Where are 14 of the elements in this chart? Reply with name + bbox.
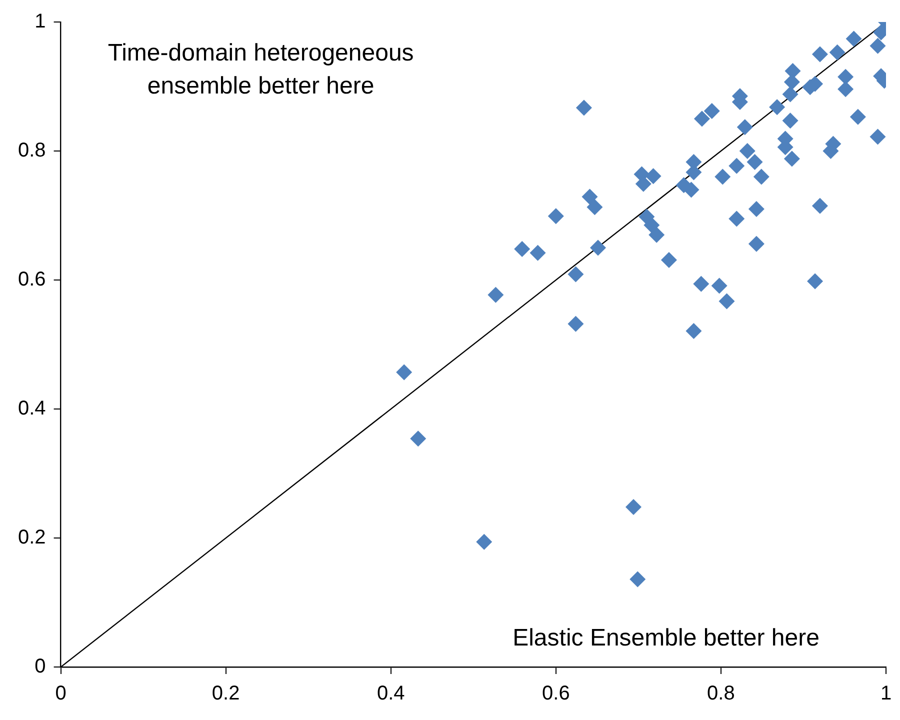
annotation: Elastic Ensemble better here: [512, 624, 820, 652]
x-tick-label: 0.2: [212, 682, 240, 705]
y-tick-label: 1: [34, 10, 46, 33]
x-tick-label: 0.4: [376, 682, 405, 705]
x-tick-label: 0: [55, 682, 66, 705]
y-tick-label: 0.4: [18, 398, 46, 420]
y-tick-label: 0.6: [18, 268, 46, 291]
annotation: Time-domain heterogeneous ensemble better here: [108, 40, 414, 100]
x-tick-label: 0.6: [542, 682, 570, 705]
y-tick-label: 0: [34, 656, 46, 678]
y-tick-label: 0.2: [18, 526, 46, 549]
x-tick-label: 1: [880, 682, 892, 705]
y-tick-label: 0.8: [18, 140, 46, 162]
x-tick-label: 0.8: [707, 682, 735, 705]
